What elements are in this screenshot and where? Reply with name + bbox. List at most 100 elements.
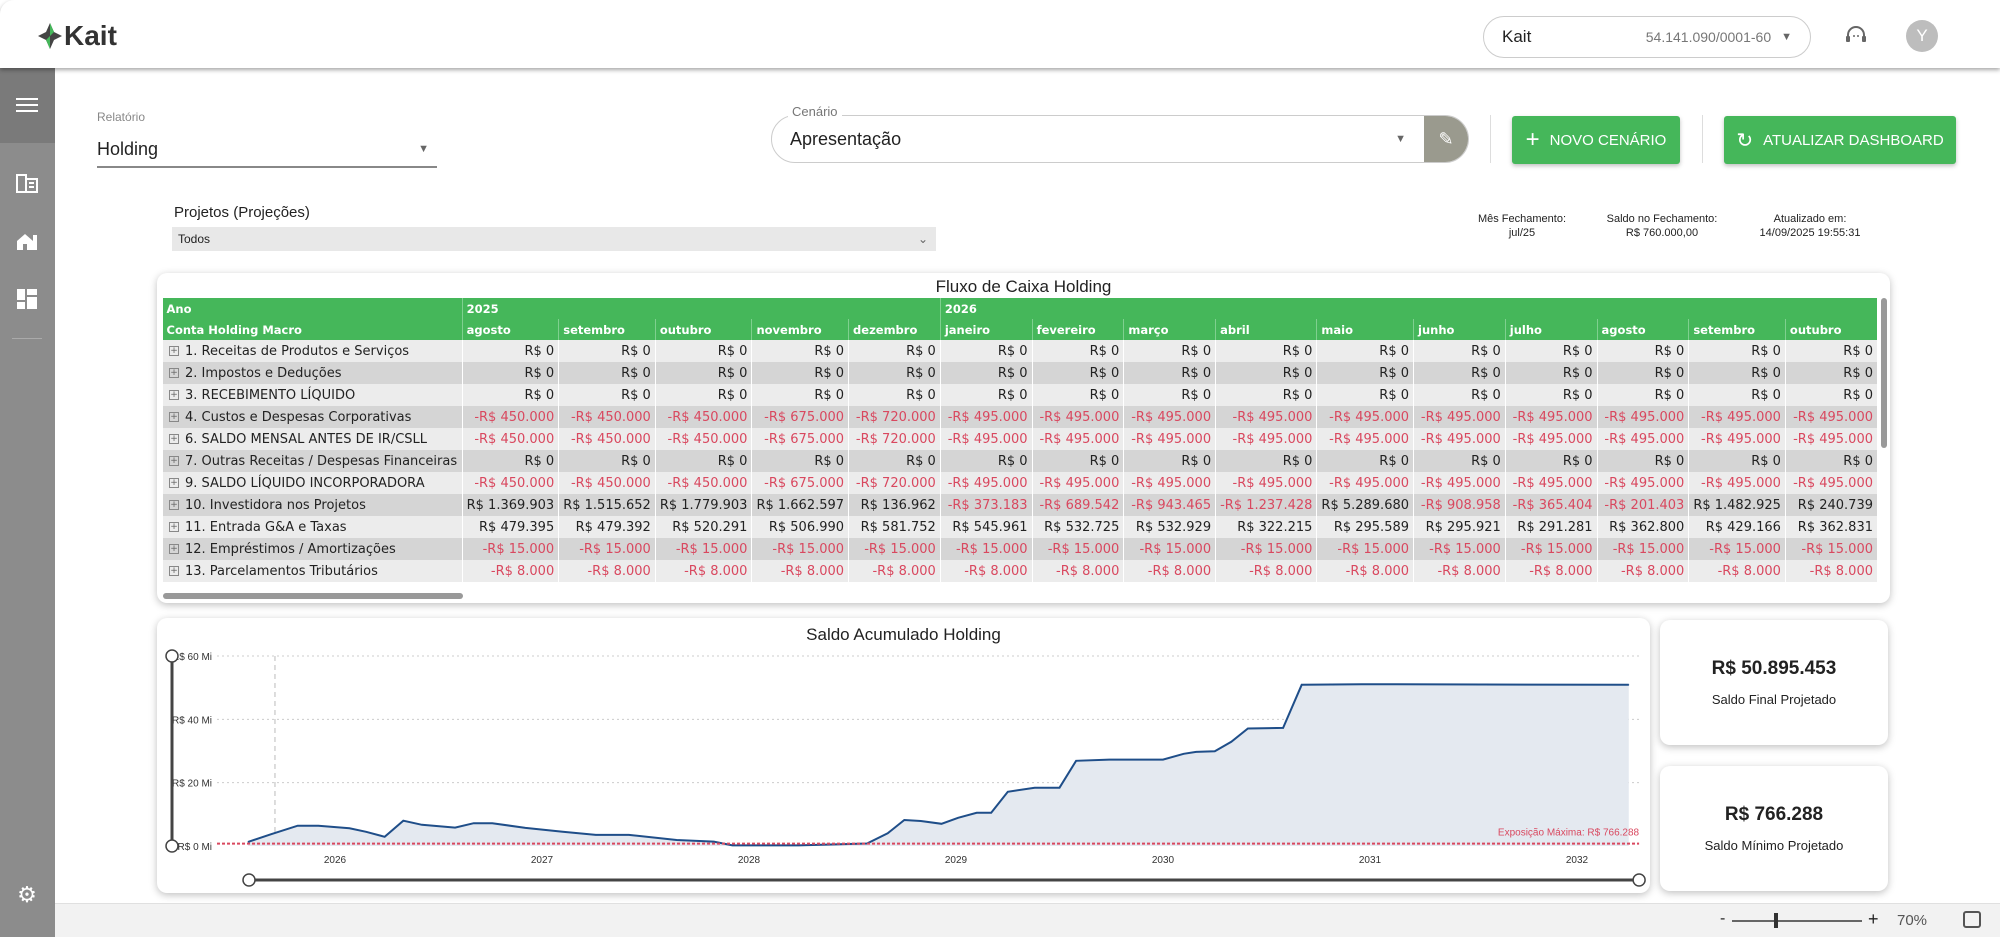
- cenario-label: Cenário: [788, 104, 842, 119]
- value-cell: -R$ 8.000: [1596, 560, 1689, 582]
- user-avatar[interactable]: Y: [1906, 20, 1938, 52]
- month-header[interactable]: janeiro: [939, 319, 1033, 340]
- data-point: [491, 822, 493, 824]
- y-tick-label: R$ 40 Mi: [172, 715, 212, 726]
- y-slider-handle-bottom[interactable]: [165, 839, 179, 853]
- row-label-cell[interactable]: +2. Impostos e Deduções: [162, 362, 463, 384]
- zoom-in-button[interactable]: +: [1868, 909, 1879, 929]
- company-selector[interactable]: Kait 54.141.090/0001-60 ▼: [1483, 16, 1811, 58]
- month-header[interactable]: agosto: [461, 319, 559, 340]
- expand-plus-icon[interactable]: +: [169, 566, 179, 576]
- fluxo-caixa-table: Ano 2025 2026 Conta Holding Macro agosto set…: [162, 298, 1877, 582]
- value-cell: -R$ 495.000: [1504, 472, 1598, 494]
- value-cell: -R$ 8.000: [1688, 560, 1786, 582]
- data-point: [524, 827, 526, 829]
- value-cell: -R$ 1.237.428: [1215, 494, 1317, 516]
- expand-plus-icon[interactable]: +: [169, 478, 179, 488]
- y-slider-handle-top[interactable]: [165, 649, 179, 663]
- month-header[interactable]: março: [1123, 319, 1216, 340]
- relatorio-select[interactable]: Holding ▼: [97, 132, 437, 168]
- value-cell: -R$ 495.000: [1031, 406, 1124, 428]
- row-label-cell[interactable]: +7. Outras Receitas / Despesas Financeir…: [162, 450, 463, 472]
- expand-plus-icon[interactable]: +: [169, 346, 179, 356]
- month-header[interactable]: fevereiro: [1031, 319, 1124, 340]
- row-label-cell[interactable]: +9. SALDO LÍQUIDO INCORPORADORA: [162, 472, 463, 494]
- expand-plus-icon[interactable]: +: [169, 434, 179, 444]
- buildings-icon[interactable]: [12, 168, 42, 198]
- settings-gear-icon[interactable]: ⚙: [17, 882, 37, 907]
- row-label-cell[interactable]: +12. Empréstimos / Amortizações: [162, 538, 463, 560]
- zoom-slider[interactable]: [1732, 920, 1862, 922]
- atualizar-dashboard-button[interactable]: ↻ ATUALIZAR DASHBOARD: [1724, 116, 1956, 164]
- row-label: 4. Custos e Despesas Corporativas: [185, 409, 412, 425]
- expand-plus-icon[interactable]: +: [169, 390, 179, 400]
- month-header[interactable]: maio: [1316, 319, 1414, 340]
- value-cell: -R$ 15.000: [1031, 538, 1124, 560]
- cenario-select[interactable]: Apresentação ▼ ✎: [771, 115, 1469, 163]
- data-point: [1301, 684, 1303, 686]
- value-cell: R$ 0: [1123, 362, 1216, 384]
- value-cell: -R$ 15.000: [1316, 538, 1414, 560]
- x-slider-handle-right[interactable]: [1632, 873, 1646, 887]
- menu-icon[interactable]: [12, 90, 42, 120]
- value-cell: -R$ 15.000: [558, 538, 656, 560]
- saldo-fechamento-value: R$ 760.000,00: [1625, 227, 1699, 239]
- dashboard-icon[interactable]: [12, 284, 42, 314]
- value-cell: -R$ 495.000: [1316, 428, 1414, 450]
- data-point: [676, 839, 678, 841]
- expand-plus-icon[interactable]: +: [169, 522, 179, 532]
- expand-plus-icon[interactable]: +: [169, 544, 179, 554]
- edit-pencil-icon[interactable]: ✎: [1424, 116, 1468, 162]
- value-cell: -R$ 15.000: [1413, 538, 1506, 560]
- value-cell: -R$ 495.000: [1784, 428, 1877, 450]
- home-building-icon[interactable]: [12, 226, 42, 256]
- value-cell: -R$ 495.000: [1413, 472, 1506, 494]
- horizontal-scrollbar[interactable]: [163, 593, 463, 599]
- x-slider-handle-left[interactable]: [242, 873, 256, 887]
- vertical-scrollbar[interactable]: [1881, 298, 1887, 448]
- fluxo-caixa-card: Fluxo de Caixa Holding Ano 2025 2026 Conta…: [157, 273, 1890, 603]
- value-cell: R$ 0: [1688, 450, 1786, 472]
- data-point: [421, 824, 423, 826]
- value-cell: R$ 479.392: [558, 516, 656, 538]
- data-point: [1214, 750, 1216, 752]
- row-label-cell[interactable]: +4. Custos e Despesas Corporativas: [162, 406, 463, 428]
- row-label-cell[interactable]: +10. Investidora nos Projetos: [162, 494, 463, 516]
- data-point: [1034, 787, 1036, 789]
- month-header[interactable]: abril: [1215, 319, 1317, 340]
- value-cell: -R$ 8.000: [461, 560, 559, 582]
- month-header[interactable]: setembro: [558, 319, 656, 340]
- row-label-cell[interactable]: +6. SALDO MENSAL ANTES DE IR/CSLL: [162, 428, 463, 450]
- zoom-slider-thumb[interactable]: [1774, 913, 1778, 928]
- ano-header[interactable]: Ano: [162, 298, 463, 319]
- row-label-cell[interactable]: +13. Parcelamentos Tributários: [162, 560, 463, 582]
- month-header[interactable]: outubro: [1784, 319, 1877, 340]
- month-header[interactable]: outubro: [654, 319, 752, 340]
- logo[interactable]: Kait: [38, 20, 117, 52]
- expand-plus-icon[interactable]: +: [169, 412, 179, 422]
- fit-to-page-icon[interactable]: [1963, 911, 1981, 928]
- zoom-out-button[interactable]: -: [1720, 910, 1726, 927]
- month-header[interactable]: agosto: [1596, 319, 1689, 340]
- expand-plus-icon[interactable]: +: [169, 456, 179, 466]
- month-header[interactable]: junho: [1413, 319, 1506, 340]
- month-header[interactable]: julho: [1504, 319, 1598, 340]
- value-cell: R$ 532.725: [1031, 516, 1124, 538]
- support-headset-icon[interactable]: [1843, 23, 1869, 49]
- row-label-cell[interactable]: +1. Receitas de Produtos e Serviços: [162, 340, 463, 362]
- month-header[interactable]: novembro: [751, 319, 849, 340]
- value-cell: R$ 1.779.903: [654, 494, 752, 516]
- value-cell: R$ 532.929: [1123, 516, 1216, 538]
- month-header[interactable]: dezembro: [848, 319, 941, 340]
- novo-cenario-button[interactable]: + NOVO CENÁRIO: [1512, 116, 1680, 164]
- x-tick-label: 2029: [945, 855, 968, 866]
- expand-plus-icon[interactable]: +: [169, 500, 179, 510]
- expand-plus-icon[interactable]: +: [169, 368, 179, 378]
- row-label-cell[interactable]: +3. RECEBIMENTO LÍQUIDO: [162, 384, 463, 406]
- row-label: 9. SALDO LÍQUIDO INCORPORADORA: [185, 475, 425, 491]
- row-label-cell[interactable]: +11. Entrada G&A e Taxas: [162, 516, 463, 538]
- projetos-select[interactable]: Todos ⌄: [172, 227, 936, 251]
- conta-header[interactable]: Conta Holding Macro: [162, 319, 463, 340]
- month-header[interactable]: setembro: [1688, 319, 1786, 340]
